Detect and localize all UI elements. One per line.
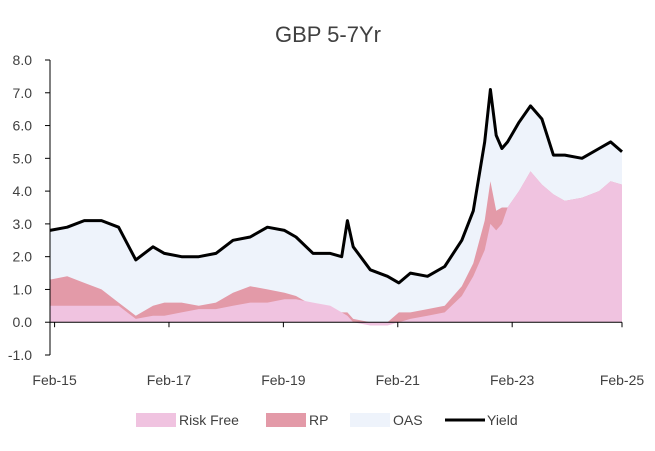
y-tick-label: 3.0 — [13, 216, 33, 232]
legend-swatch-oas — [350, 413, 390, 427]
y-tick-label: 7.0 — [13, 85, 33, 101]
risk-free-area — [50, 171, 622, 326]
legend-label-rp: RP — [309, 412, 328, 428]
x-tick-label: Feb-21 — [376, 372, 421, 388]
x-tick-label: Feb-15 — [32, 372, 77, 388]
y-tick-label: -1.0 — [8, 347, 32, 363]
legend: Risk Free RP OAS Yield — [136, 412, 518, 428]
y-tick-label: 6.0 — [13, 118, 33, 134]
legend-label-oas: OAS — [393, 412, 423, 428]
plot-areas — [50, 89, 622, 326]
legend-swatch-rp — [266, 413, 306, 427]
x-tick-label: Feb-19 — [261, 372, 306, 388]
yield-layer — [49, 88, 623, 285]
y-tick-label: 0.0 — [13, 314, 33, 330]
legend-label-yield: Yield — [487, 412, 518, 428]
y-tick-label: 4.0 — [13, 183, 33, 199]
chart-title: GBP 5-7Yr — [275, 22, 381, 47]
x-tick-label: Feb-23 — [490, 372, 535, 388]
yield-line — [49, 88, 623, 285]
axes: -1.0 0.0 1.0 2.0 3.0 4.0 5.0 6.0 7.0 8.0 Feb-15 Feb… — [8, 52, 645, 388]
x-tick-label: Feb-25 — [600, 372, 645, 388]
legend-label-risk_free: Risk Free — [179, 412, 239, 428]
y-tick-label: 2.0 — [13, 249, 33, 265]
legend-swatch-risk_free — [136, 413, 176, 427]
x-tick-label: Feb-17 — [147, 372, 192, 388]
y-tick-label: 8.0 — [13, 52, 33, 68]
y-tick-label: 1.0 — [13, 281, 33, 297]
y-tick-label: 5.0 — [13, 150, 33, 166]
